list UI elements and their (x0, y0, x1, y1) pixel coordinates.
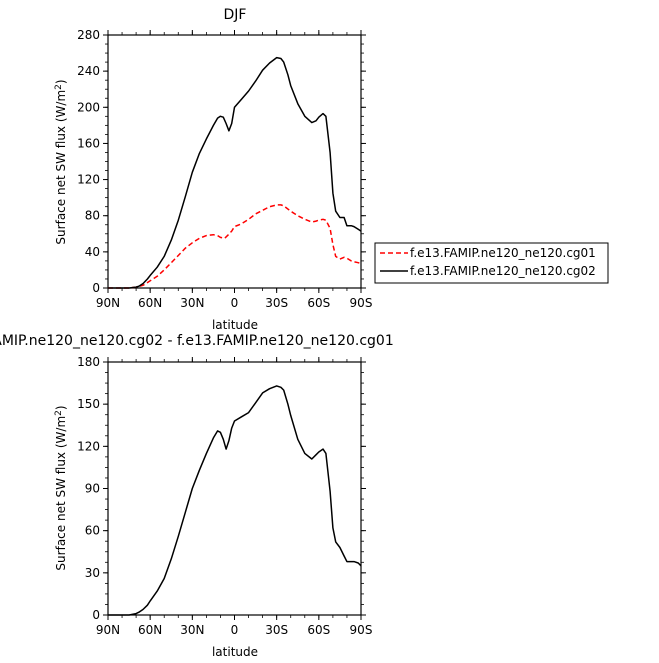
top-y-tick-label: 240 (77, 64, 100, 78)
top-y-tick-label: 160 (77, 136, 100, 150)
top-y-tick-label: 120 (77, 173, 100, 187)
bottom-plot-area: 90N 60N 30N 0 30S 60S 90S 0 30 60 90 120 150 180 (77, 355, 372, 637)
top-y-axis-label-close: ) (54, 79, 68, 84)
top-y-axis-label-text: Surface net SW flux (W/m (54, 90, 68, 245)
bottom-y-axis-label-text: Surface net SW flux (W/m (54, 416, 68, 571)
top-plot-frame (107, 34, 362, 289)
top-y-tick-label: 0 (92, 281, 100, 295)
bottom-panel: f.e13.FAMIP.ne120_ne120.cg02 - f.e13.FAM… (0, 333, 394, 659)
bottom-series-line-0 (108, 385, 362, 616)
bottom-chart-title: f.e13.FAMIP.ne120_ne120.cg02 - f.e13.FAM… (0, 333, 394, 349)
top-y-tick-label: 200 (77, 100, 100, 114)
top-x-tick-label: 30N (180, 296, 204, 310)
top-x-tick-label: 60S (307, 296, 330, 310)
top-panel: DJF 90N 60N 30N 0 30S 60S 90S 0 40 80 120 160 200 240… (54, 7, 609, 332)
top-x-tick-label: 90N (96, 296, 120, 310)
top-chart-title: DJF (224, 7, 247, 23)
bottom-y-tick-label: 30 (85, 566, 100, 580)
bottom-x-tick-label: 0 (231, 623, 239, 637)
top-x-tick-label: 90S (350, 296, 373, 310)
top-series-line-1 (108, 56, 362, 289)
bottom-x-axis-label: latitude (212, 645, 258, 659)
top-y-tick-label: 80 (85, 209, 100, 223)
top-series-line-0 (108, 204, 362, 289)
bottom-y-axis-label: Surface net SW flux (W/m2) (54, 405, 68, 570)
top-x-tick-label: 30S (265, 296, 288, 310)
legend: f.e13.FAMIP.ne120_ne120.cg01 f.e13.FAMIP… (374, 242, 609, 284)
top-y-axis-label-sup: 2 (54, 84, 64, 90)
bottom-x-tick-label: 90N (96, 623, 120, 637)
top-y-tick-label: 280 (77, 28, 100, 42)
top-y-tick-label: 40 (85, 245, 100, 259)
bottom-x-tick-label: 60N (138, 623, 162, 637)
bottom-x-tick-label: 30N (180, 623, 204, 637)
bottom-y-tick-label: 150 (77, 397, 100, 411)
bottom-x-tick-label: 30S (265, 623, 288, 637)
bottom-y-axis-label-close: ) (54, 405, 68, 410)
bottom-y-axis-label-sup: 2 (54, 410, 64, 416)
top-x-tick-label: 0 (231, 296, 239, 310)
bottom-x-tick-label: 90S (350, 623, 373, 637)
bottom-y-tick-label: 120 (77, 439, 100, 453)
bottom-y-tick-label: 60 (85, 524, 100, 538)
bottom-y-tick-label: 180 (77, 355, 100, 369)
bottom-x-tick-label: 60S (307, 623, 330, 637)
top-x-axis-label: latitude (212, 318, 258, 332)
top-x-tick-label: 60N (138, 296, 162, 310)
top-plot-area: 90N 60N 30N 0 30S 60S 90S 0 40 80 120 160 200 240 280 (77, 28, 372, 310)
top-y-axis-label: Surface net SW flux (W/m2) (54, 79, 68, 244)
legend-label-cg02: f.e13.FAMIP.ne120_ne120.cg02 (410, 264, 596, 278)
bottom-plot-frame (107, 361, 362, 616)
legend-label-cg01: f.e13.FAMIP.ne120_ne120.cg01 (410, 246, 596, 260)
bottom-y-tick-label: 90 (85, 482, 100, 496)
legend-box (374, 242, 609, 284)
bottom-y-tick-label: 0 (92, 608, 100, 622)
